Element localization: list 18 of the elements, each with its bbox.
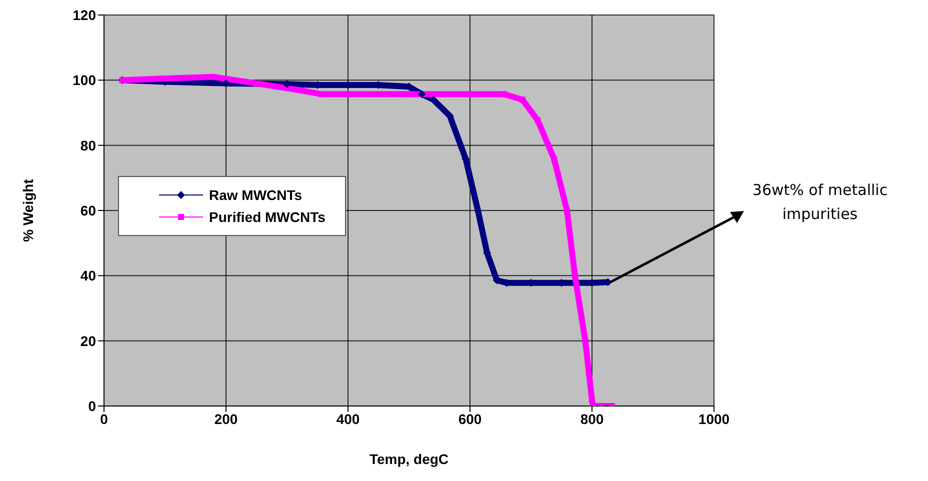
x-tick-label: 800	[580, 410, 604, 427]
x-tick-label: 600	[458, 410, 482, 427]
y-tick-label: 60	[80, 202, 96, 218]
annotation: 36wt% of metallic impurities	[751, 180, 889, 225]
y-tick-label: 40	[80, 268, 96, 284]
y-tick-label: 0	[88, 398, 96, 414]
y-tick-label: 20	[80, 332, 96, 349]
x-tick-label: 400	[336, 410, 360, 427]
legend-label: Purified MWCNTs	[209, 209, 326, 225]
x-tick-label: 1000	[698, 410, 730, 427]
legend-label: Raw MWCNTs	[209, 187, 302, 203]
y-tick-label: 120	[72, 6, 96, 23]
x-tick-label: 0	[100, 410, 108, 427]
y-tick-label: 80	[80, 137, 96, 154]
y-axis-title: % Weight	[20, 178, 36, 242]
y-tick-label: 100	[72, 72, 96, 88]
x-tick-label: 200	[214, 410, 238, 427]
x-axis-title: Temp, degC	[369, 451, 449, 467]
